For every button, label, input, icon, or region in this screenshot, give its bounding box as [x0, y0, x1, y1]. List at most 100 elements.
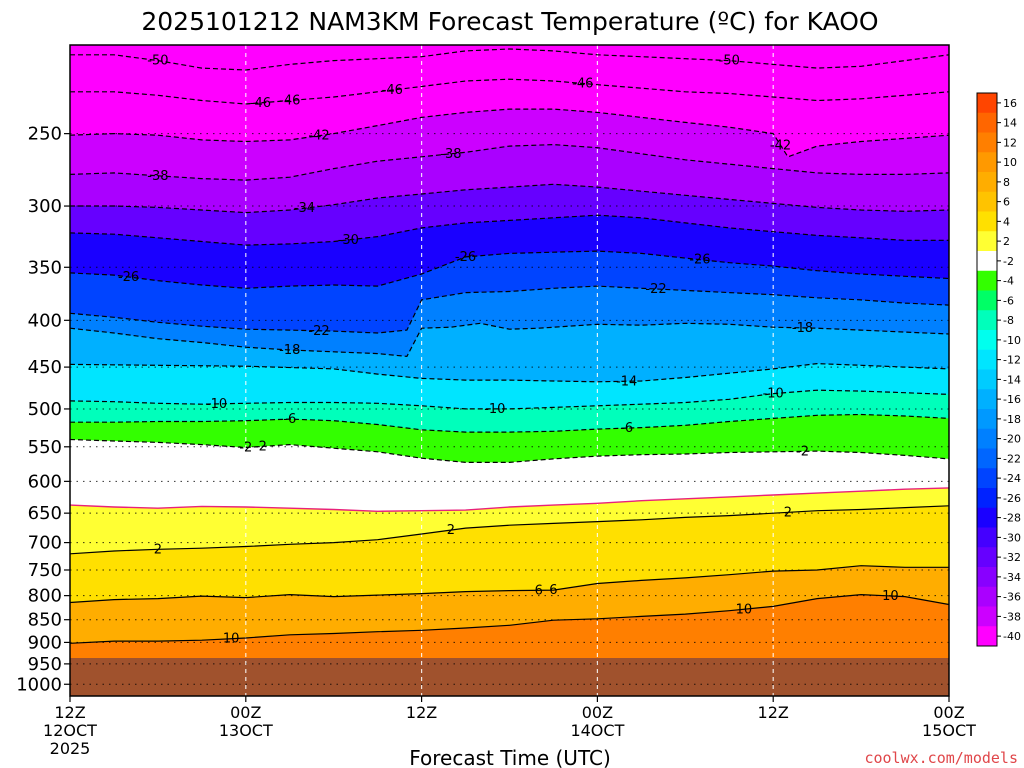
colorbar-swatch: [977, 310, 997, 331]
colorbar-swatch: [977, 606, 997, 627]
contour-label: 2: [154, 542, 162, 557]
y-tick-label: 400: [28, 310, 62, 331]
colorbar-swatch: [977, 389, 997, 410]
chart-title: 2025101212 NAM3KM Forecast Temperature (…: [141, 7, 878, 36]
y-axis: 2503003504004505005506006507007508008509…: [16, 124, 70, 695]
contour-label: 10: [223, 632, 240, 647]
y-tick-label: 600: [28, 471, 62, 492]
x-tick-date: 12OCT: [43, 721, 97, 740]
isotherm-10: [70, 593, 949, 644]
contour-label: 10: [882, 589, 899, 604]
colorbar-label: -28: [1003, 512, 1021, 525]
contour-label: -6: [283, 412, 296, 427]
contour-label: -38: [147, 169, 168, 184]
colorbar-label: -4: [1003, 275, 1014, 288]
colorbar-swatch: [977, 112, 997, 133]
y-tick-label: 950: [28, 654, 62, 675]
x-tick-year: 2025: [50, 739, 91, 758]
colorbar-label: 16: [1003, 97, 1017, 110]
y-tick-label: 650: [28, 503, 62, 524]
colorbar-swatch: [977, 270, 997, 291]
contour-label: -26: [689, 253, 710, 268]
colorbar-label: 8: [1003, 176, 1010, 189]
y-tick-label: 450: [28, 357, 62, 378]
colorbar-label: -14: [1003, 373, 1021, 386]
contour-label: 6: [535, 583, 543, 598]
colorbar-swatch: [977, 409, 997, 430]
colorbar-label: -32: [1003, 551, 1021, 564]
isotherm-0: [70, 487, 949, 513]
colorbar-swatch: [977, 586, 997, 607]
colorbar-swatch: [977, 428, 997, 449]
isotherm--38: [70, 143, 949, 181]
contour-label: -50: [147, 54, 168, 69]
y-tick-label: 800: [28, 586, 62, 607]
contour-label: -42: [308, 129, 329, 144]
isotherm--26: [70, 250, 949, 289]
colorbar-swatch: [977, 191, 997, 212]
isotherm-6: [70, 565, 949, 604]
colorbar-label: -24: [1003, 472, 1021, 485]
colorbar-label: -10: [1003, 334, 1021, 347]
colorbar-label: -18: [1003, 413, 1021, 426]
colorbar-label: -38: [1003, 610, 1021, 623]
y-tick-label: 900: [28, 632, 62, 653]
colorbar-swatch: [977, 448, 997, 469]
isotherm--46: [70, 78, 949, 105]
x-tick-date: 14OCT: [570, 721, 624, 740]
colorbar-label: 2: [1003, 235, 1010, 248]
colorbar-swatch: [977, 172, 997, 193]
contour-label: -26: [455, 250, 476, 265]
colorbar-label: -16: [1003, 393, 1021, 406]
colorbar-swatch: [977, 349, 997, 370]
plot-frame: [69, 44, 950, 697]
colorbar-swatch: [977, 626, 997, 647]
y-tick-label: 300: [28, 196, 62, 217]
x-tick-time: 00Z: [582, 703, 613, 722]
contour-label: -38: [440, 147, 461, 162]
isotherm--34: [70, 183, 949, 214]
x-tick-time: 12Z: [54, 703, 85, 722]
contour-label: 6: [549, 583, 557, 598]
contour-label: -18: [279, 343, 300, 358]
colorbar-label: -40: [1003, 630, 1021, 643]
isotherm--6: [70, 413, 949, 433]
y-tick-label: 850: [28, 610, 62, 631]
colorbar-swatch: [977, 527, 997, 548]
x-tick-date: 13OCT: [219, 721, 273, 740]
colorbar-swatch: [977, 330, 997, 351]
contour-label: 10: [736, 602, 753, 617]
x-tick-date: 15OCT: [922, 721, 976, 740]
colorbar-label: -34: [1003, 571, 1021, 584]
colorbar-swatch: [977, 152, 997, 173]
colorbar-frame: [976, 92, 998, 647]
isotherm--30: [70, 214, 949, 246]
contour-label: -18: [792, 321, 813, 336]
isotherm--2: [70, 438, 949, 463]
colorbar-swatch: [977, 231, 997, 252]
contour-label: -46: [250, 96, 271, 111]
isotherm--14: [70, 362, 949, 383]
colorbar-label: 14: [1003, 117, 1017, 130]
y-tick-label: 350: [28, 257, 62, 278]
ground-below-surface: [70, 658, 949, 696]
contour-label: -46: [572, 76, 593, 91]
isotherm--10: [70, 389, 949, 410]
x-tick-time: 12Z: [758, 703, 789, 722]
x-tick-time: 00Z: [230, 703, 261, 722]
colorbar-swatch: [977, 93, 997, 114]
temperature-fill-layer: [70, 45, 949, 696]
isotherm--42: [70, 108, 949, 158]
colorbar-label: -8: [1003, 314, 1014, 327]
credit-text: coolwx.com/models: [864, 749, 1018, 767]
contour-label: -34: [294, 201, 315, 216]
contour-label: -10: [206, 397, 227, 412]
contour-label: 2: [784, 505, 792, 520]
isotherm--50: [70, 48, 949, 71]
colorbar-label: 12: [1003, 136, 1017, 149]
colorbar-swatch: [977, 132, 997, 153]
colorbar-swatch: [977, 507, 997, 528]
colorbar-swatch: [977, 488, 997, 509]
y-tick-label: 250: [28, 124, 62, 145]
